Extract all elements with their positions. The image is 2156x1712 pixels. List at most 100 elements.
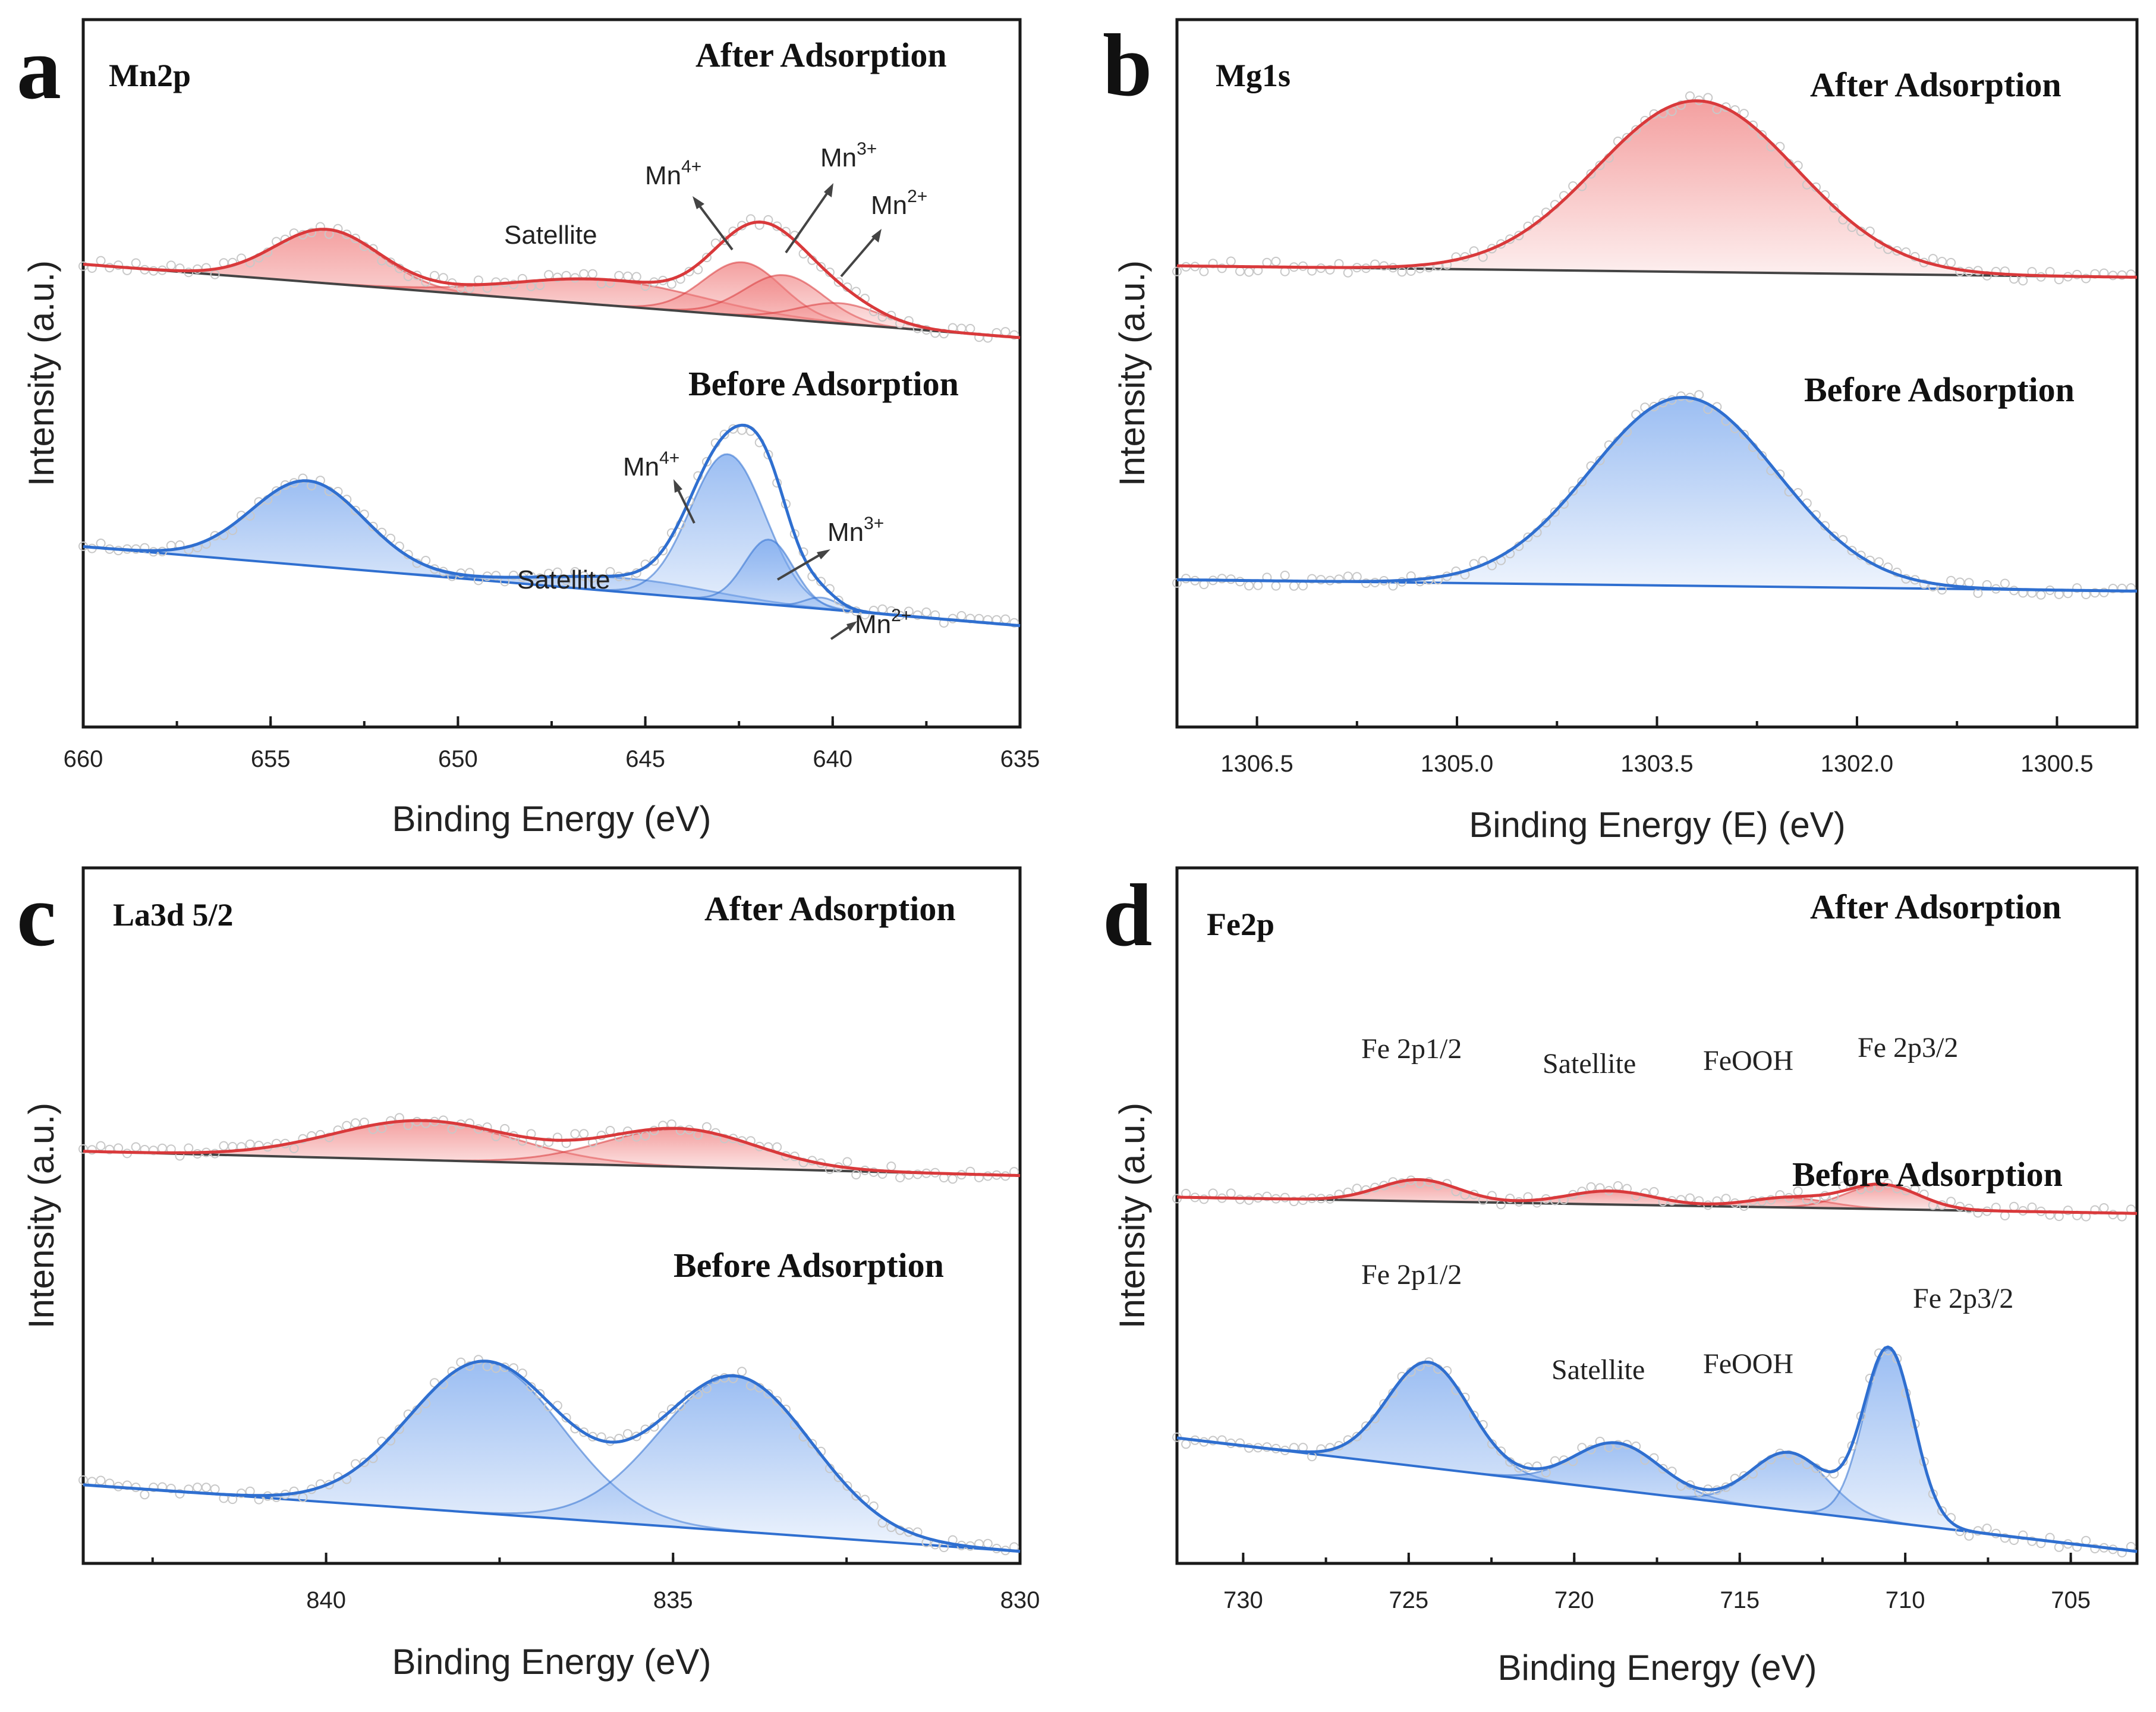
panel-d-after-component-fill-1 [1177, 1191, 2137, 1214]
panel-b-before-data-point [1946, 575, 1956, 586]
panel-c-xtick-label-0: 840 [306, 1587, 346, 1613]
panel-b-x-axis-title: Binding Energy (E) (eV) [1469, 805, 1846, 845]
panel-d-after-data-point [1262, 1191, 1272, 1201]
panel-b-after-data-point [1217, 263, 1227, 273]
panel-d-after-data-point [1586, 1182, 1596, 1192]
panel-d-before-data-point [2054, 1542, 2064, 1552]
panel-b-after-data-point [1244, 267, 1254, 277]
panel-c-after-data-point [245, 1139, 255, 1149]
panel-a-before-data-point [298, 473, 308, 483]
panel-c-before-data-point [851, 1491, 861, 1501]
panel-c-plot: 840 835 830 [78, 1113, 1040, 1613]
panel-b-after-data-point [1685, 91, 1695, 101]
panel-d-before-data-point [1181, 1439, 1191, 1449]
panel-a-after-data-point [579, 269, 589, 279]
panel-b-after-data-point [1199, 266, 1209, 276]
panel-b-xtick-label-1: 1305.0 [1421, 751, 1493, 777]
panel-a-after-mn3-arrow [785, 189, 830, 254]
panel-b-after-data-point [1811, 182, 1821, 192]
panel-d-after-data-point [1676, 1195, 1686, 1205]
panel-c-y-axis-title: Intensity (a.u.) [21, 1103, 61, 1329]
panel-c-before-data-point [772, 1396, 782, 1406]
panel-a-after-data-point [166, 260, 176, 270]
panel-d-after-data-point [2009, 1201, 2019, 1211]
panel-c-before-label: Before Adsorption [673, 1246, 944, 1285]
panel-a-after-mn3-label: Mn3+ [820, 139, 877, 172]
panel-c-x-axis-title: Binding Energy (eV) [392, 1642, 712, 1682]
panel-a-after-data-point [719, 235, 729, 246]
panel-b-after-data-point [1622, 133, 1632, 143]
panel-b-before-data-point [1307, 574, 1317, 584]
panel-d-after-component-fill-0 [1177, 1179, 2137, 1214]
panel-b-before-data-point [1343, 571, 1353, 581]
panel-d-before-fe2p12-label: Fe 2p1/2 [1361, 1259, 1462, 1291]
panel-a-before-mn4-label: Mn4+ [623, 448, 679, 482]
panel-a-before-data-point [272, 486, 281, 496]
panel-a-after-data-point [131, 258, 141, 268]
panel-b-after-data-point [2072, 269, 2082, 279]
panel-a-after-data-point [912, 323, 923, 333]
panel-a-before-mn2-label: Mn2+ [855, 606, 911, 639]
panel-a: a 660 655 650 645 640 635 Mn2p After Adsorpti… [17, 18, 1040, 839]
panel-b-before-data-point [1595, 455, 1605, 465]
panel-d-before-satellite-label: Satellite [1551, 1354, 1645, 1386]
panel-a-after-mn4-label: Mn4+ [645, 157, 701, 190]
panel-c-before-data-point [201, 1483, 211, 1493]
panel-c-before-data-point [78, 1475, 88, 1485]
panel-a-x-axis-title: Binding Energy (eV) [392, 799, 712, 839]
panel-b-before-data-point [1568, 486, 1578, 496]
panel-c-after-data-point [184, 1143, 194, 1153]
panel-a-after-data-point [78, 261, 88, 271]
panel-c-after-data-point [351, 1118, 360, 1128]
panel-b-after-data-point [1829, 203, 1839, 213]
panel-d-after-data-point [2000, 1211, 2010, 1220]
panel-b-before-data-point [1244, 581, 1254, 591]
panel-d-before-data-point [1829, 1469, 1839, 1479]
panel-c-before-data-point [210, 1484, 220, 1494]
panel-a-before-data-point [956, 610, 967, 621]
panel-c-frame [81, 866, 1022, 1565]
panel-c-before-data-point [193, 1483, 203, 1493]
panel-b-before-data-point [1757, 451, 1767, 461]
panel-a-after-baseline [83, 263, 1021, 339]
panel-b-before-data-point [1649, 402, 1659, 411]
panel-a-before-data-point [868, 606, 879, 615]
panel-a-after-data-point [833, 277, 843, 287]
panel-b-after-data-point [1586, 169, 1596, 179]
panel-a-before-data-point [737, 425, 747, 435]
panel-a-after-data-point [184, 268, 194, 278]
panel-letter-c: c [17, 866, 56, 965]
panel-d-before-data-point [1379, 1399, 1389, 1409]
panel-d-before-data-point [1739, 1471, 1749, 1481]
panel-c-before-data-point [763, 1389, 773, 1399]
panel-d-before-data-point [1658, 1464, 1668, 1474]
panel-a-before-envelope [83, 423, 1021, 627]
panel-d-before-component-fill-0 [1177, 1362, 2137, 1552]
panel-c-before-envelope [83, 1359, 1021, 1553]
panel-c-before-data-point [833, 1472, 843, 1483]
panel-a-after-mn3-arrowhead [824, 183, 833, 197]
panel-c-after-data-point [131, 1142, 141, 1152]
panel-d-plot: 730 725 720 715 710 705 [1172, 1175, 2138, 1613]
panel-d-after-data-point [2108, 1210, 2118, 1220]
panel-a-after-data-point [544, 270, 554, 280]
panel-c-xtick-label-1: 835 [653, 1587, 693, 1613]
panel-c-after-data-point [105, 1144, 115, 1154]
panel-d-after-data-point [2063, 1206, 2073, 1216]
panel-b-before-label: Before Adsorption [1804, 370, 2075, 409]
panel-c: c 840 835 830 La3d 5/2 After Adsorption Be… [17, 866, 1040, 1682]
panel-a-after-mn4-arrow [695, 201, 734, 251]
panel-a-xtick-label-5: 635 [1000, 746, 1040, 772]
panel-d-x-axis-title: Binding Energy (eV) [1498, 1648, 1817, 1688]
panel-a-xtick-label-0: 660 [64, 746, 103, 772]
panel-b-before-data-point [1352, 572, 1362, 582]
panel-c-after-data-point [219, 1141, 229, 1151]
panel-a-before-data-point [763, 449, 773, 460]
panel-letter-d: d [1103, 866, 1152, 965]
panel-a-after-data-point [175, 263, 185, 273]
panel-d-before-data-point [1352, 1431, 1362, 1442]
panel-d-before-data-point [2027, 1536, 2037, 1546]
panel-c-before-component-fill-1 [83, 1376, 1020, 1552]
panel-a-after-mn2-label: Mn2+ [871, 187, 927, 220]
panel-d: d 730 725 720 715 710 705 Fe2p After Adsorpti… [1103, 866, 2139, 1688]
